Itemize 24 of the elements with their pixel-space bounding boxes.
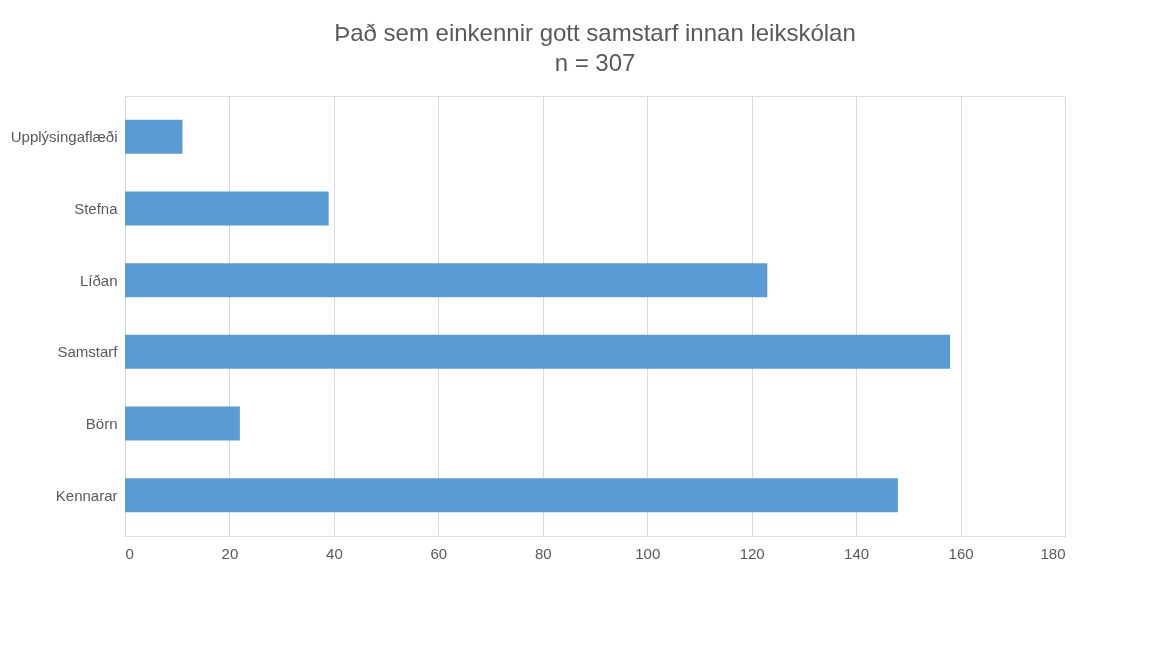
x-tick-label: 80 xyxy=(534,544,552,562)
x-tick-label: 40 xyxy=(326,544,343,562)
bar xyxy=(125,334,951,369)
y-tick-label: Líðan xyxy=(79,271,118,289)
x-tick-label: 60 xyxy=(430,544,448,562)
x-tick-label: 120 xyxy=(739,544,765,562)
y-tick-label: Upplýsingaflæði xyxy=(10,128,118,146)
y-tick-label: Samstarf xyxy=(57,343,119,361)
chart-subtitle: n = 307 xyxy=(554,49,636,76)
y-tick-label: Stefna xyxy=(74,200,119,217)
chart-title: Það sem einkennir gott samstarf innan leikskólan xyxy=(334,19,856,46)
bar xyxy=(125,478,898,513)
bar xyxy=(125,263,768,298)
x-tick-label: 160 xyxy=(948,544,974,562)
bar xyxy=(125,406,240,441)
x-tick-label: 140 xyxy=(844,544,870,562)
y-tick-label: Kennarar xyxy=(55,486,118,504)
y-tick-label: Börn xyxy=(85,415,118,432)
x-tick-label: 20 xyxy=(221,544,239,562)
bar xyxy=(125,191,329,226)
x-tick-label: 0 xyxy=(125,544,134,562)
bar xyxy=(125,119,183,154)
x-tick-label: 180 xyxy=(1040,544,1066,562)
x-tick-label: 100 xyxy=(635,544,661,562)
